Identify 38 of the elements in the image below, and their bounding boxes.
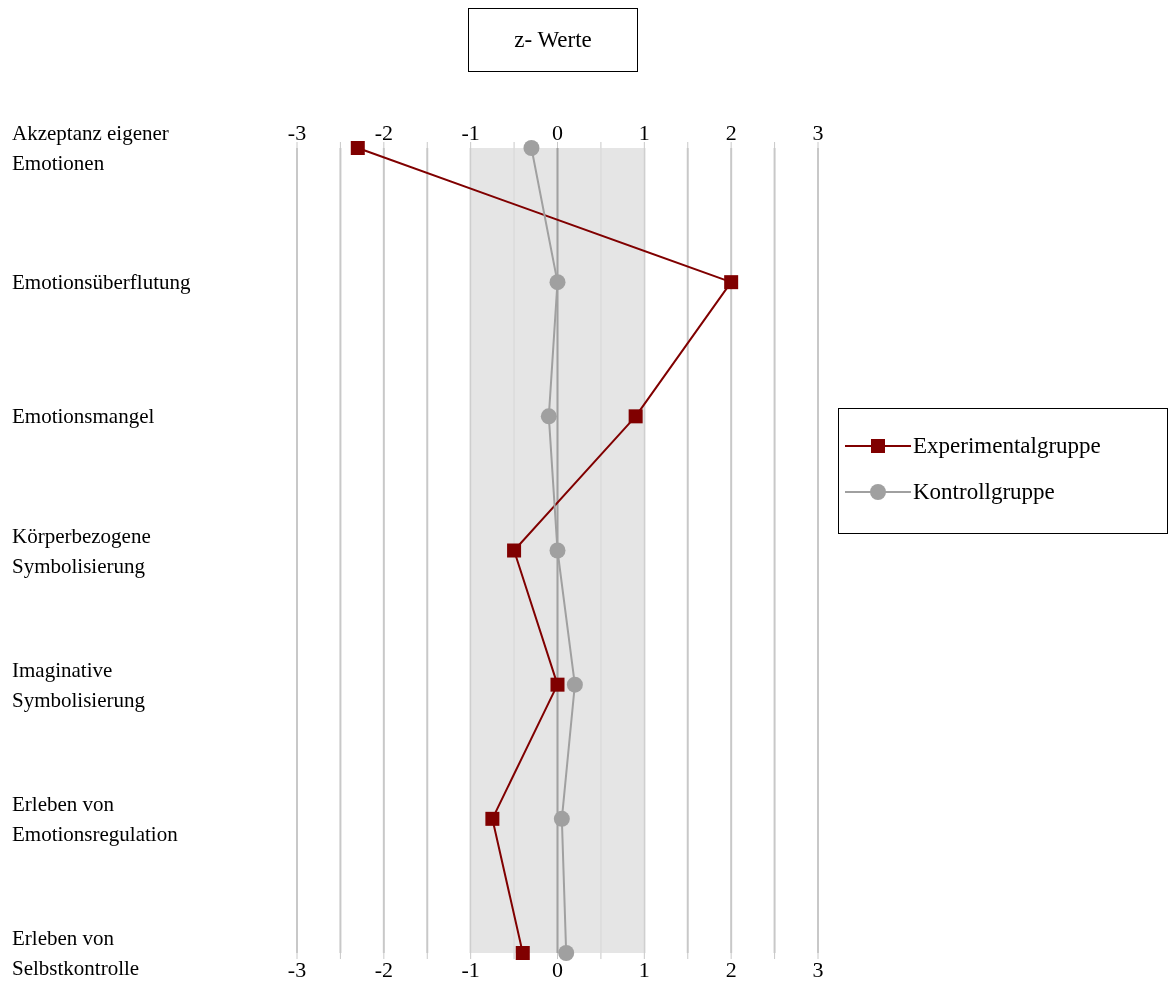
chart-title: z- Werte	[468, 8, 638, 72]
point	[558, 945, 575, 961]
x-tick-label: -3	[287, 956, 307, 982]
x-tick-label: 0	[552, 956, 563, 982]
point	[507, 543, 522, 558]
x-tick-label: -2	[374, 956, 393, 982]
y-tick-label: Akzeptanz eigener Emotionen	[12, 121, 169, 175]
x2-tick-label: 3	[812, 120, 824, 145]
y-tick-label: Emotionsüberflutung	[12, 270, 191, 295]
x-tick-label: -1	[461, 956, 480, 982]
point	[540, 408, 557, 425]
x-tick-label: 1	[638, 956, 650, 982]
point	[549, 274, 566, 291]
point	[350, 141, 365, 155]
x2-tick-label: -1	[461, 120, 480, 145]
y-tick-label: Erleben von Selbstkontrolle	[12, 926, 140, 980]
point	[628, 409, 643, 424]
point	[485, 811, 500, 826]
x-tick-label: 2	[725, 956, 737, 982]
y-tick-label: Körperbezogene Symbolisierung	[12, 523, 151, 578]
y-tick-label: Erleben von Emotionsregulation	[12, 791, 179, 846]
x2-tick-label: -2	[374, 120, 393, 145]
y-tick-label: Imaginative Symbolisierung	[12, 657, 146, 712]
point	[553, 810, 570, 827]
y-tick-label: Emotionsmangel	[12, 404, 155, 429]
point	[515, 946, 530, 960]
legend-label: Kontrollgruppe	[913, 479, 1055, 505]
point	[724, 275, 739, 290]
x-tick-label: 3	[812, 956, 824, 982]
x2-tick-label: 0	[552, 120, 563, 145]
point	[550, 677, 565, 692]
x2-tick-label: 1	[638, 120, 650, 145]
x2-tick-label: 2	[725, 120, 737, 145]
point	[549, 542, 566, 559]
x2-tick-label: -3	[287, 120, 307, 145]
point	[566, 676, 583, 693]
point	[523, 140, 540, 156]
legend-label: Experimentalgruppe	[913, 433, 1101, 459]
